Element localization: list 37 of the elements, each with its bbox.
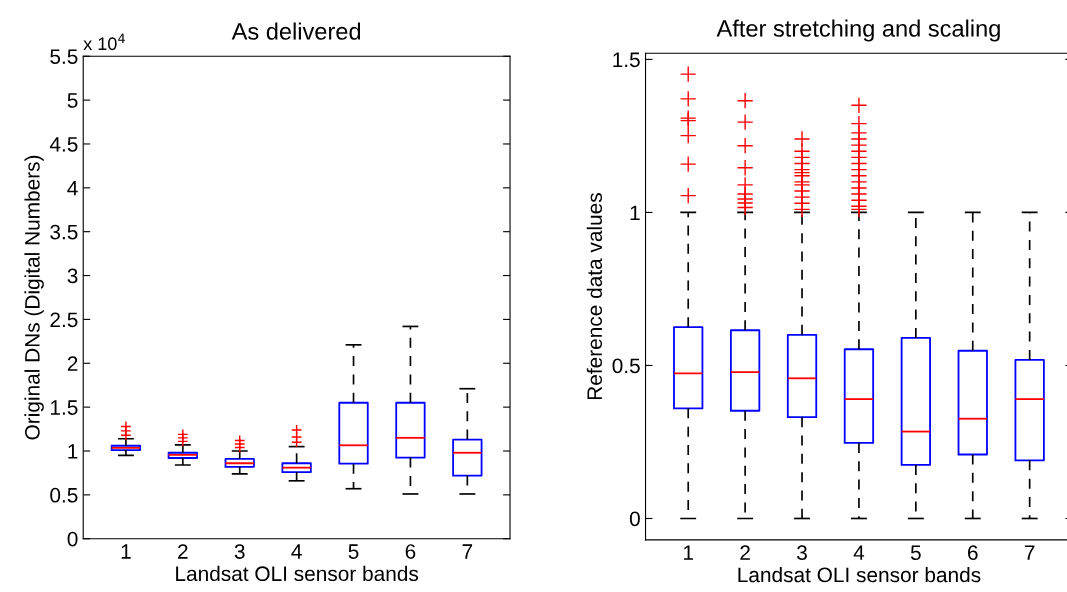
y-tick-label: 1.5 [613, 52, 640, 68]
y-tick-label: 2.5 [50, 312, 78, 328]
y-axis-title: Original DNs (Digital Numbers) [24, 155, 44, 440]
chart-title: As delivered [231, 22, 361, 40]
y-tick-label: 4 [67, 181, 78, 196]
y-tick-label: 4.5 [49, 137, 78, 152]
x-tick-label: 3 [797, 545, 807, 561]
y-tick-label: 1.5 [51, 400, 78, 415]
x-tick-label: 5 [348, 544, 359, 559]
x-tick-label: 4 [291, 544, 302, 559]
x-tick-label: 1 [121, 544, 131, 559]
y-tick-label: 2 [67, 356, 78, 371]
y-tick-label: 1 [630, 205, 640, 220]
y-tick-label: 0 [67, 531, 78, 547]
y-axis-title: Reference data values [586, 193, 603, 400]
x-tick-label: 6 [405, 544, 416, 559]
x-axis-title: Landsat OLI sensor bands [176, 565, 419, 582]
x-axis-title: Landsat OLI sensor bands [738, 566, 981, 583]
y-tick-label: 3 [67, 268, 78, 284]
y-tick-label: 3.5 [50, 224, 78, 240]
x-tick-label: 4 [853, 545, 865, 560]
x-tick-label: 1 [684, 545, 693, 560]
y-tick-label: 0.5 [50, 487, 78, 503]
x-tick-label: 7 [462, 544, 473, 559]
x-tick-label: 6 [968, 545, 978, 561]
x-tick-label: 2 [178, 544, 188, 559]
x-tick-label: 3 [234, 544, 245, 559]
y-tick-label: 0 [629, 511, 640, 527]
y-tick-label: 1 [68, 444, 78, 459]
x-tick-label: 7 [1024, 545, 1035, 560]
y-tick-label: 0.5 [612, 358, 640, 374]
chart-title: After stretching and scaling [716, 19, 1000, 42]
x-tick-label: 5 [910, 545, 921, 561]
x-tick-label: 2 [740, 545, 750, 560]
y-tick-label: 5 [67, 93, 78, 108]
text: x 10$^{4}$ [83, 33, 125, 51]
y-tick-label: 5.5 [50, 49, 78, 64]
